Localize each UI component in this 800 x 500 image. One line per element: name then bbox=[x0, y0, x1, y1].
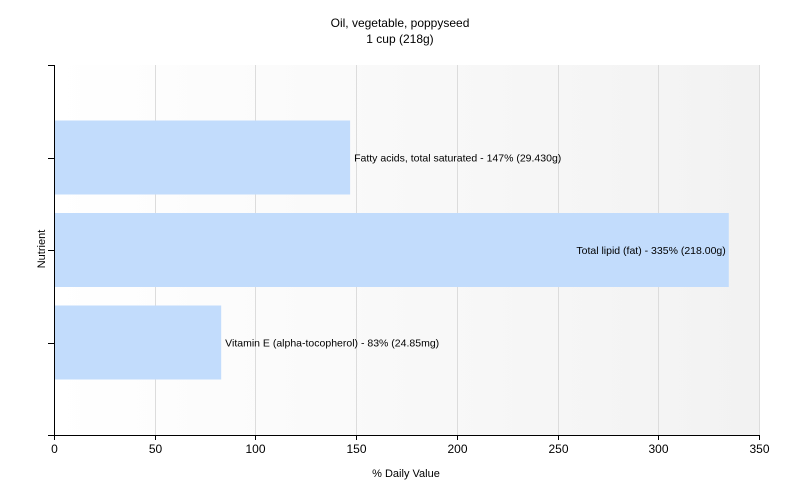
chart-title: Oil, vegetable, poppyseed bbox=[330, 16, 470, 30]
x-tick-label: 50 bbox=[149, 442, 163, 456]
x-tick-label: 350 bbox=[749, 442, 769, 456]
x-axis-title: % Daily Value bbox=[372, 468, 440, 480]
bar-data-label: Fatty acids, total saturated - 147% (29.… bbox=[354, 153, 561, 165]
bar bbox=[54, 213, 729, 287]
x-tick-label: 250 bbox=[548, 442, 568, 456]
x-tick-label: 150 bbox=[346, 442, 366, 456]
x-tick-label: 100 bbox=[245, 442, 265, 456]
chart-subtitle: 1 cup (218g) bbox=[366, 32, 434, 46]
x-tick-label: 200 bbox=[447, 442, 467, 456]
chart-title-block: Oil, vegetable, poppyseed 1 cup (218g) bbox=[0, 15, 800, 47]
x-tick-label: 0 bbox=[51, 442, 58, 456]
bar bbox=[54, 120, 351, 195]
x-tick-label: 300 bbox=[648, 442, 668, 456]
bar-data-label: Total lipid (fat) - 335% (218.00g) bbox=[576, 245, 725, 257]
y-axis-title: Nutrient bbox=[36, 230, 48, 269]
bar-data-label: Vitamin E (alpha-tocopherol) - 83% (24.8… bbox=[225, 338, 439, 350]
bar bbox=[54, 305, 222, 380]
